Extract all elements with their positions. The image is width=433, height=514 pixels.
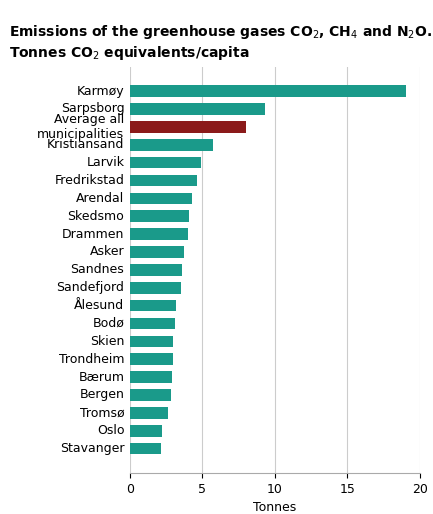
Bar [130,264,182,276]
Bar [130,228,188,240]
Bar [130,318,175,329]
Bar [130,139,213,151]
Bar [130,103,265,115]
Bar [130,210,189,222]
Bar [130,157,201,169]
Bar [130,85,405,97]
Bar [130,175,197,186]
Bar [130,407,168,419]
X-axis label: Tonnes: Tonnes [253,501,297,514]
Bar [130,121,246,133]
Bar [130,425,162,436]
Bar [130,443,161,454]
Bar [130,193,192,204]
Bar [130,371,172,383]
Bar [130,246,184,258]
Bar [130,282,181,293]
Bar [130,336,173,347]
Bar [130,300,176,311]
Text: Emissions of the greenhouse gases CO$_2$, CH$_4$ and N$_2$O. 2005.
Tonnes CO$_2$: Emissions of the greenhouse gases CO$_2$… [9,23,433,62]
Bar [130,354,173,365]
Bar [130,389,171,401]
